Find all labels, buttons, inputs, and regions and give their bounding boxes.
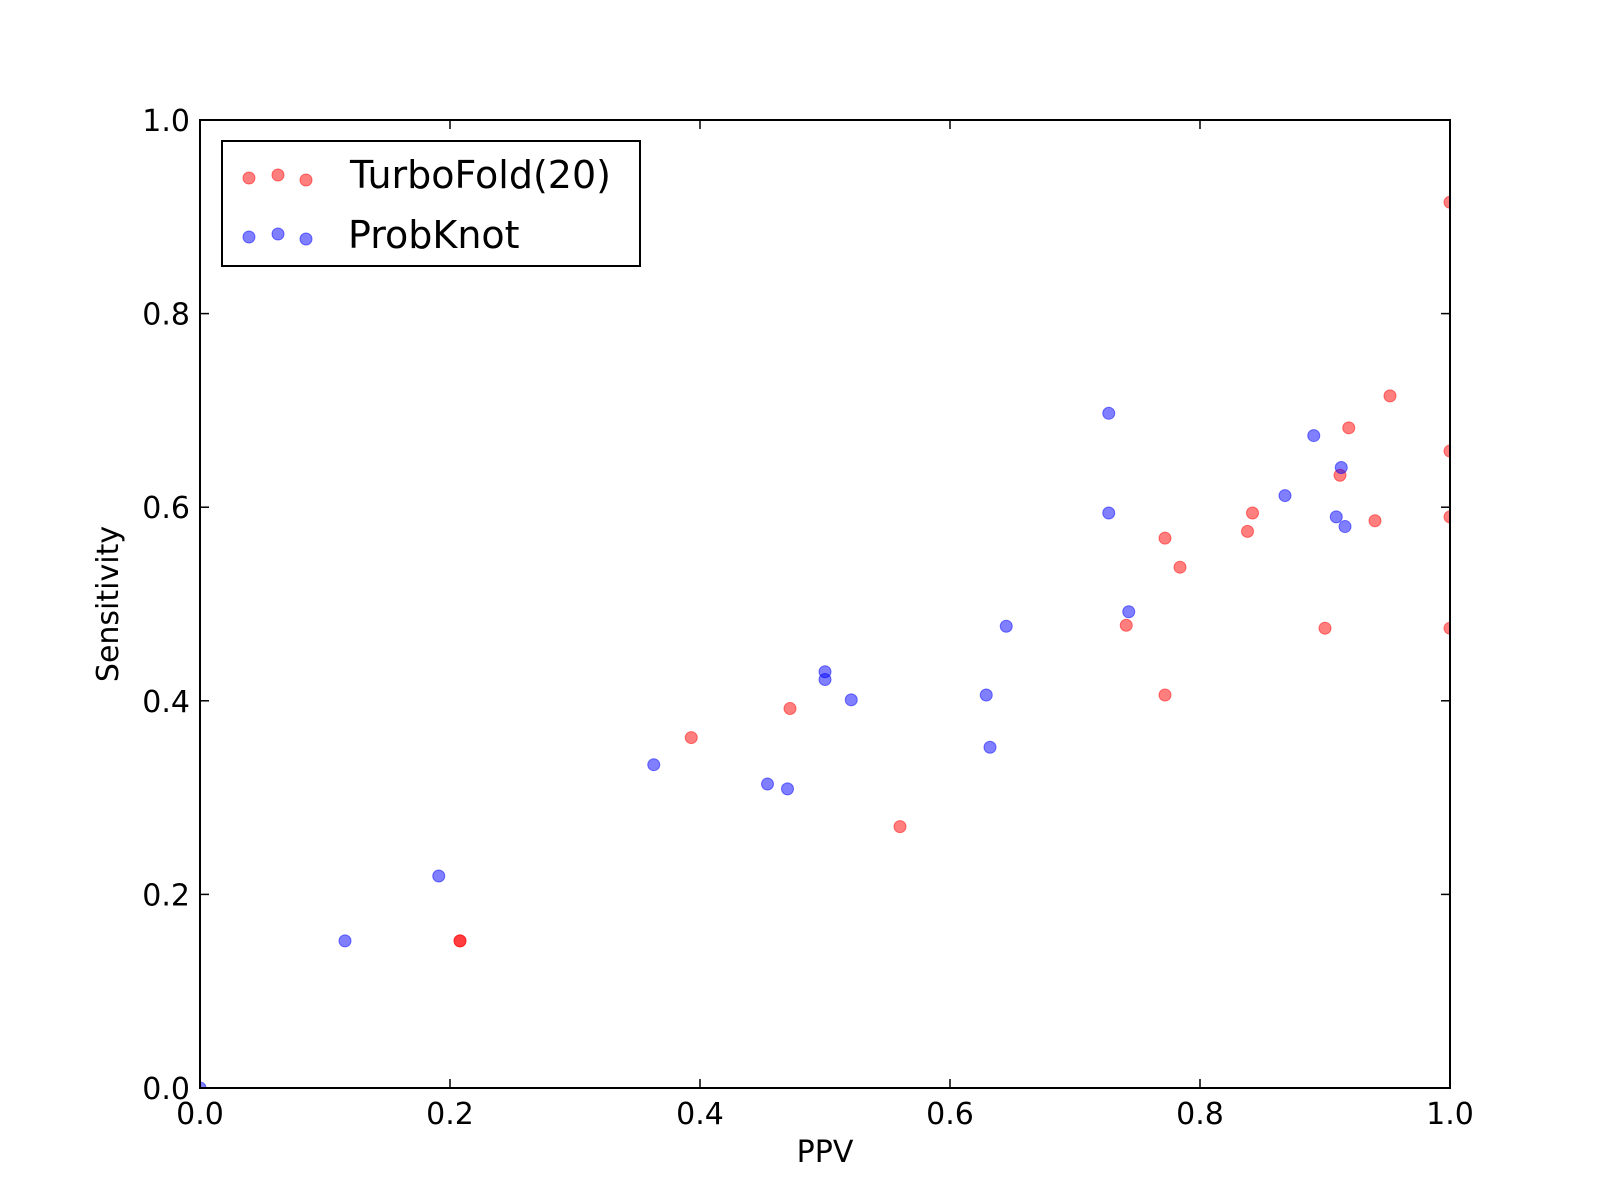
probknot-point xyxy=(844,693,858,707)
legend-marker-turbofold xyxy=(271,168,285,182)
turbofold-point xyxy=(1173,560,1187,574)
probknot-point xyxy=(1338,520,1352,534)
probknot-point xyxy=(1122,605,1136,619)
turbofold-point xyxy=(1443,621,1450,635)
legend-label-probknot: ProbKnot xyxy=(348,213,520,257)
legend-marker-turbofold xyxy=(242,171,256,185)
legend-marker-probknot xyxy=(299,232,313,246)
legend: TurboFold(20) ProbKnot xyxy=(221,140,641,267)
turbofold-point xyxy=(783,702,797,716)
ticks-layer: 0.0 0.2 0.4 0.6 0.8 1.0 0.0 0.2 0.4 0.6 0.8 1.0 xyxy=(142,104,1474,1132)
turbofold-point xyxy=(1158,688,1172,702)
turbofold-point xyxy=(893,820,907,834)
y-axis-label: Sensitivity xyxy=(91,526,126,682)
legend-label-turbofold: TurboFold(20) xyxy=(349,153,611,197)
probknot-point xyxy=(999,619,1013,633)
y-tick-label: 1.0 xyxy=(142,104,190,139)
probknot-point xyxy=(781,782,794,796)
y-tick-label: 0.2 xyxy=(142,878,190,913)
y-tick-label: 0.4 xyxy=(142,685,190,720)
probknot-point xyxy=(983,740,997,754)
y-tick-label: 0.6 xyxy=(142,491,190,526)
probknot-point xyxy=(338,934,352,948)
legend-box xyxy=(221,140,641,267)
plot-frame xyxy=(199,119,1451,1089)
turbofold-point xyxy=(453,934,467,948)
turbofold-point xyxy=(1443,444,1450,458)
probknot-point xyxy=(1102,506,1116,520)
turbofold-point xyxy=(1383,389,1397,403)
legend-marker-probknot xyxy=(242,230,256,244)
probknot-point xyxy=(1307,429,1321,443)
x-axis-label: PPV xyxy=(797,1135,854,1170)
probknot-point xyxy=(1102,406,1116,420)
probknot-point xyxy=(647,758,661,772)
turbofold-point xyxy=(1443,510,1450,524)
turbofold-point xyxy=(1241,524,1254,538)
probknot-point xyxy=(432,869,446,883)
turbofold-point xyxy=(684,731,698,745)
plot-background xyxy=(200,120,1450,1088)
turbofold-point xyxy=(1158,531,1172,545)
points-layer xyxy=(200,195,1450,1088)
y-tick-label: 0.0 xyxy=(142,1072,190,1107)
probknot-point xyxy=(200,1081,207,1088)
turbofold-point xyxy=(1119,618,1133,632)
y-tick-label: 0.8 xyxy=(142,298,190,333)
probknot-point xyxy=(761,777,774,791)
turbofold-point xyxy=(1368,514,1382,528)
probknot-point xyxy=(1329,510,1343,524)
legend-marker-probknot xyxy=(271,227,285,241)
probknot-point xyxy=(1334,461,1348,475)
probknot-point xyxy=(979,688,993,702)
turbofold-point xyxy=(1443,195,1450,209)
x-tick-label: 0.2 xyxy=(426,1097,474,1132)
x-tick-label: 0.0 xyxy=(176,1097,224,1132)
turbofold-point xyxy=(1342,421,1356,435)
x-tick-label: 1.0 xyxy=(1426,1097,1474,1132)
probknot-point xyxy=(818,673,832,687)
turbofold-point xyxy=(1318,621,1332,635)
legend-markers xyxy=(242,168,313,246)
legend-marker-turbofold xyxy=(299,173,313,187)
x-tick-label: 0.8 xyxy=(1176,1097,1224,1132)
x-tick-label: 0.6 xyxy=(926,1097,974,1132)
x-tick-label: 0.4 xyxy=(676,1097,724,1132)
probknot-point xyxy=(1278,489,1292,503)
turbofold-point xyxy=(1246,506,1259,520)
